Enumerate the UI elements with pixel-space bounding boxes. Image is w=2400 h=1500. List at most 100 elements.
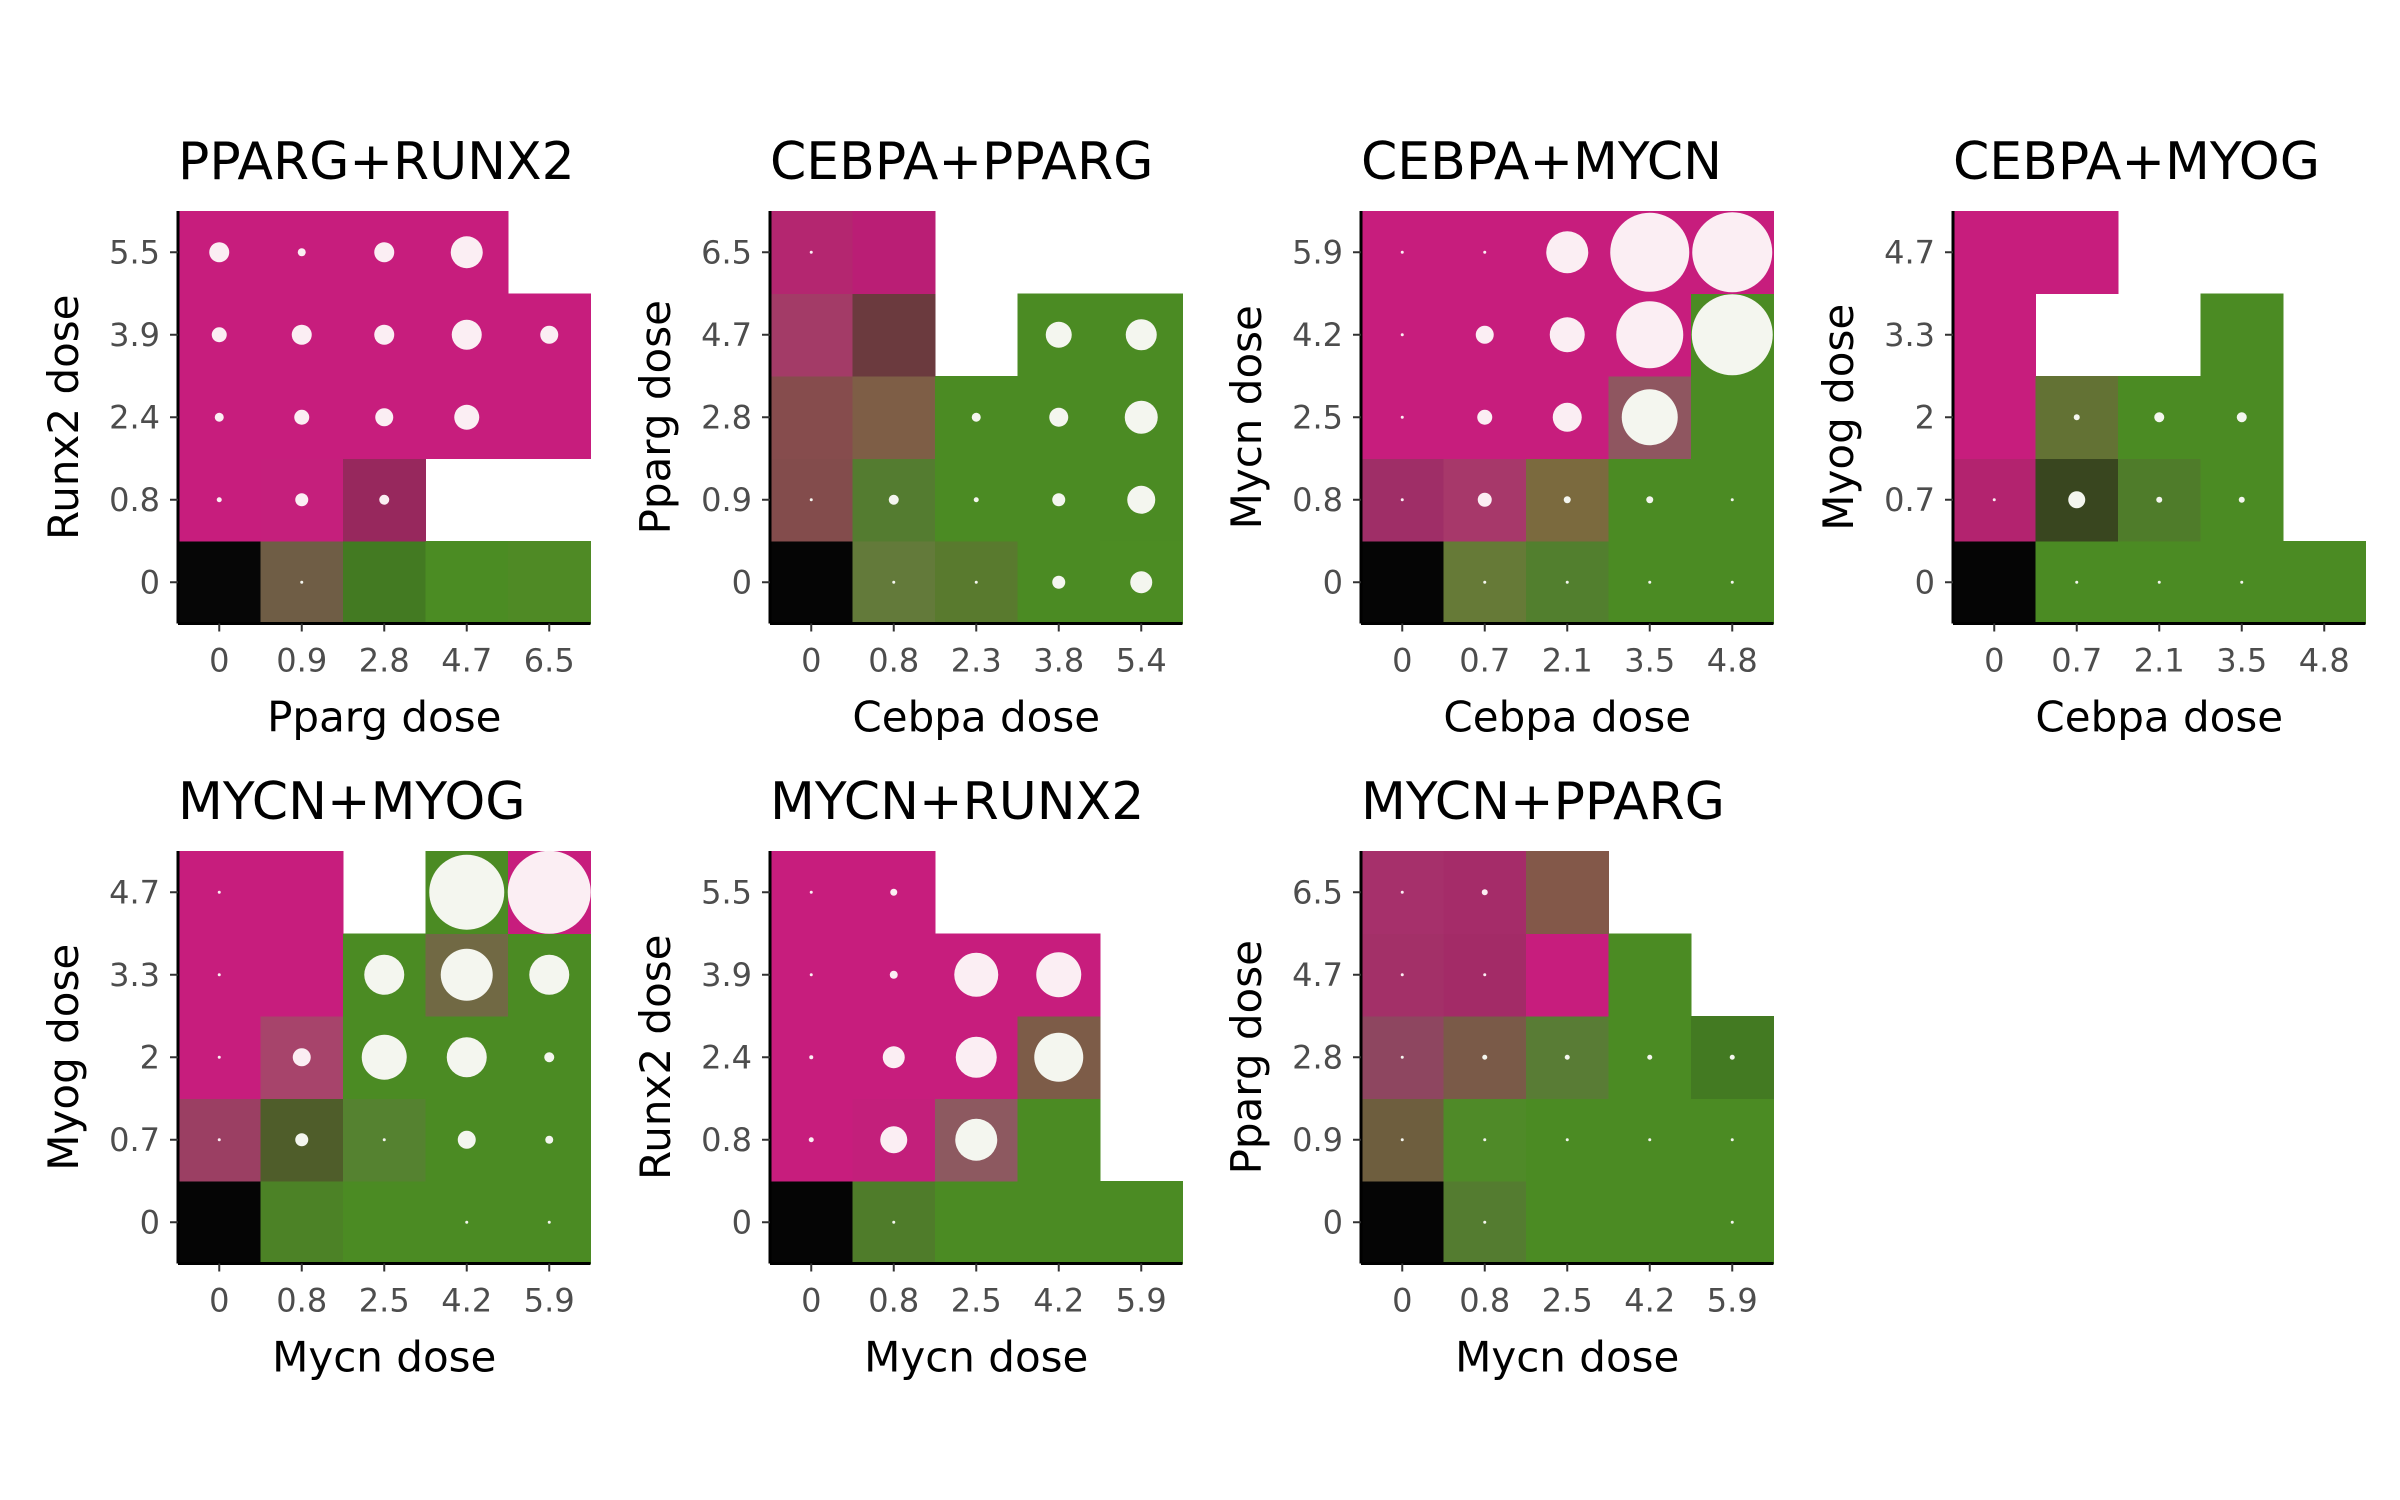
heatmap-cell [852,293,936,377]
y-axis-title: Runx2 dose [631,934,680,1180]
y-axis-title: Myog dose [1814,304,1863,531]
x-tick-label: 4.8 [1707,642,1758,680]
x-tick-label: 0 [801,1282,821,1320]
x-tick-label: 0.7 [1459,642,1510,680]
heatmap-cell [178,1181,261,1264]
y-tick-label: 0 [140,1203,160,1241]
x-axis-title: Cebpa dose [2035,693,2283,742]
y-tick-label: 0 [732,1203,752,1241]
effect-dot [1125,319,1157,351]
effect-dot [211,327,227,343]
effect-dot [1483,250,1487,254]
effect-dot [382,1138,386,1142]
heatmap-cell [852,376,936,459]
heatmap-cell [260,851,344,934]
effect-dot [1482,1054,1488,1060]
heatmap-cell [935,1181,1018,1264]
effect-dot [291,324,312,345]
effect-dot [892,580,896,584]
panel-title: CEBPA+PPARG [770,132,1153,192]
heatmap-cell [1100,1181,1183,1264]
effect-dot [440,948,493,1001]
effect-dot [2157,580,2161,584]
effect-dot [361,1034,407,1080]
effect-dot [465,1220,469,1224]
effect-dot [1483,1138,1487,1142]
effect-dot [547,1220,551,1224]
x-axis-title: Cebpa dose [1443,693,1691,742]
heatmap-cell [508,541,591,624]
effect-dot [1610,212,1690,292]
effect-dot [809,973,813,977]
heatmap-cell [1017,1181,1101,1264]
effect-dot [809,890,813,894]
effect-dot [2240,580,2244,584]
effect-dot [379,494,390,505]
heatmap-cell [1526,933,1609,1017]
effect-dot [1648,580,1652,584]
y-axis-title: Mycn dose [1222,305,1271,529]
y-tick-label: 0.8 [109,481,160,519]
effect-dot [217,890,221,894]
effect-dot [1124,400,1158,434]
effect-dot [2073,414,2080,421]
y-tick-label: 2.8 [1292,1038,1343,1076]
panel-title: CEBPA+MYCN [1361,132,1722,192]
effect-dot [2236,412,2247,423]
y-tick-label: 6.5 [701,233,752,271]
effect-dot [1729,1054,1735,1060]
x-axis-title: Pparg dose [267,693,501,742]
x-tick-label: 0 [209,642,229,680]
effect-dot [300,580,304,584]
effect-dot [1052,493,1066,507]
x-tick-label: 0 [1984,642,2004,680]
x-tick-label: 0 [801,642,821,680]
effect-dot [1400,973,1404,977]
heatmap-cell [770,541,853,624]
y-axis-title: Pparg dose [1222,940,1271,1174]
x-tick-label: 2.1 [2134,642,2185,680]
effect-dot [429,854,505,930]
y-tick-label: 4.7 [1884,233,1935,271]
y-tick-label: 2.5 [1292,398,1343,436]
y-tick-label: 3.9 [701,956,752,994]
y-tick-label: 2.4 [701,1038,752,1076]
effect-dot [973,497,979,503]
panel-mycn-runx2: MYCN+RUNX2 0 0.8 2.5 4.2 5.9 0 0.8 2.4 3.9 5.5 Mycn… [631,772,1183,1382]
panel-title: MYCN+PPARG [1361,772,1725,832]
panel-title: CEBPA+MYOG [1953,132,2320,192]
effect-dot [888,494,899,505]
y-axis-title: Myog dose [39,944,88,1171]
effect-dot [2154,412,2165,423]
heatmap-cell [852,211,936,294]
y-tick-label: 0 [1323,1203,1343,1241]
effect-dot [375,408,394,427]
x-tick-label: 3.5 [1624,642,1675,680]
effect-dot [214,412,224,422]
heatmap-cell [260,1181,344,1264]
x-tick-label: 4.2 [1624,1282,1675,1320]
heatmap-cell [1691,376,1774,459]
x-tick-label: 2.5 [1542,1282,1593,1320]
x-axis-title: Mycn dose [272,1333,496,1382]
x-axis-title: Mycn dose [864,1333,1088,1382]
panel-pparg-runx2: PPARG+RUNX2 0 0.9 2.8 4.7 6.5 0 0.8 2.4 3.9 5.5 Ppa… [39,132,591,742]
heatmap-cell [770,1181,853,1264]
y-tick-label: 3.3 [109,956,160,994]
effect-dot [1692,212,1773,293]
y-tick-label: 0.7 [109,1121,160,1159]
effect-dot [1616,301,1684,369]
effect-dot [954,952,999,997]
y-tick-label: 0.8 [701,1121,752,1159]
panel-mycn-myog: MYCN+MYOG 0 0.8 2.5 4.2 5.9 0 0.7 2 3.3 4.7 Mycn do… [39,772,591,1382]
heatmap-cell [1017,1098,1101,1182]
effect-dot [1400,1138,1404,1142]
effect-dot [1130,571,1153,594]
x-tick-label: 2.3 [951,642,1002,680]
effect-dot [955,1036,997,1078]
x-tick-label: 0.9 [276,642,327,680]
y-tick-label: 0.7 [1884,481,1935,519]
heatmap-cell [770,376,853,459]
effect-dot [451,319,482,350]
effect-dot [1400,498,1404,502]
